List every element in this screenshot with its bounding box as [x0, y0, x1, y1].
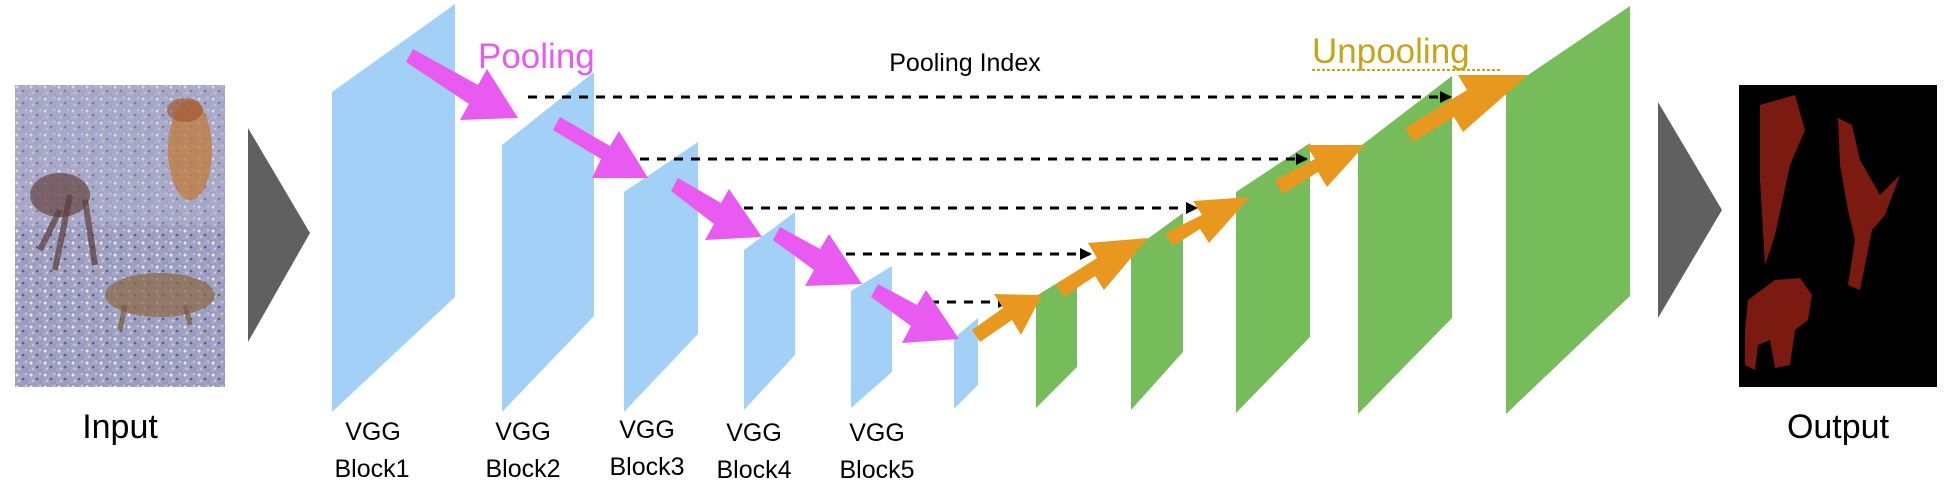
input-image	[15, 85, 225, 387]
encoder-block-5	[851, 266, 892, 408]
pooling-arrows	[406, 49, 959, 343]
vgg-label-1-line2: Block1	[334, 455, 409, 483]
unpooling-arrow-4	[1275, 145, 1365, 194]
decoder-block-5	[1506, 6, 1630, 414]
encoder-block-3	[624, 142, 698, 412]
vgg-label-2-line2: Block2	[485, 455, 560, 483]
vgg-label-4-line1: VGG	[726, 419, 782, 447]
unpooling-arrow-5	[1405, 75, 1528, 142]
vgg-label-4-line2: Block4	[716, 456, 791, 484]
encoder-block-2	[502, 72, 594, 412]
pooling-arrow-4	[773, 227, 862, 286]
vgg-label-3-line2: Block3	[609, 453, 684, 481]
unpooling-arrows	[972, 75, 1528, 342]
pooling-index-arrows	[528, 91, 1452, 308]
vgg-label-1-line1: VGG	[345, 418, 401, 446]
decoder-block-1	[1036, 271, 1077, 408]
unpooling-arrow-1	[972, 294, 1042, 342]
encoder-block-1	[332, 4, 455, 412]
output-label: Output	[1787, 408, 1890, 446]
vgg-block-labels: VGG Block1 VGG Block2 VGG Block3 VGG Blo…	[334, 416, 914, 484]
encoder-block-6	[954, 318, 978, 409]
output-image	[1739, 85, 1937, 387]
pooling-arrow-5	[871, 284, 959, 343]
vgg-label-2-line1: VGG	[495, 418, 551, 446]
vgg-label-5-line2: Block5	[839, 456, 914, 484]
encoder-block-4	[744, 212, 795, 410]
unpooling-label: Unpooling	[1312, 32, 1470, 71]
decoder-block-4	[1358, 76, 1452, 414]
unpooling-arrow-2	[1056, 238, 1148, 297]
decoder-block-3	[1236, 143, 1310, 413]
output-arrow-triangle	[1658, 102, 1722, 318]
pooling-arrow-3	[671, 178, 762, 240]
vgg-label-5-line1: VGG	[849, 419, 905, 447]
input-arrow-triangle	[248, 128, 310, 342]
pooling-index-label: Pooling Index	[889, 49, 1041, 77]
pooling-arrow-2	[553, 117, 648, 178]
decoder-block-2	[1131, 213, 1183, 410]
pooling-label: Pooling	[478, 37, 595, 76]
pooling-arrow-1	[406, 49, 518, 120]
unpooling-arrow-3	[1165, 197, 1250, 246]
vgg-label-3-line1: VGG	[619, 416, 675, 444]
input-label: Input	[82, 408, 158, 446]
